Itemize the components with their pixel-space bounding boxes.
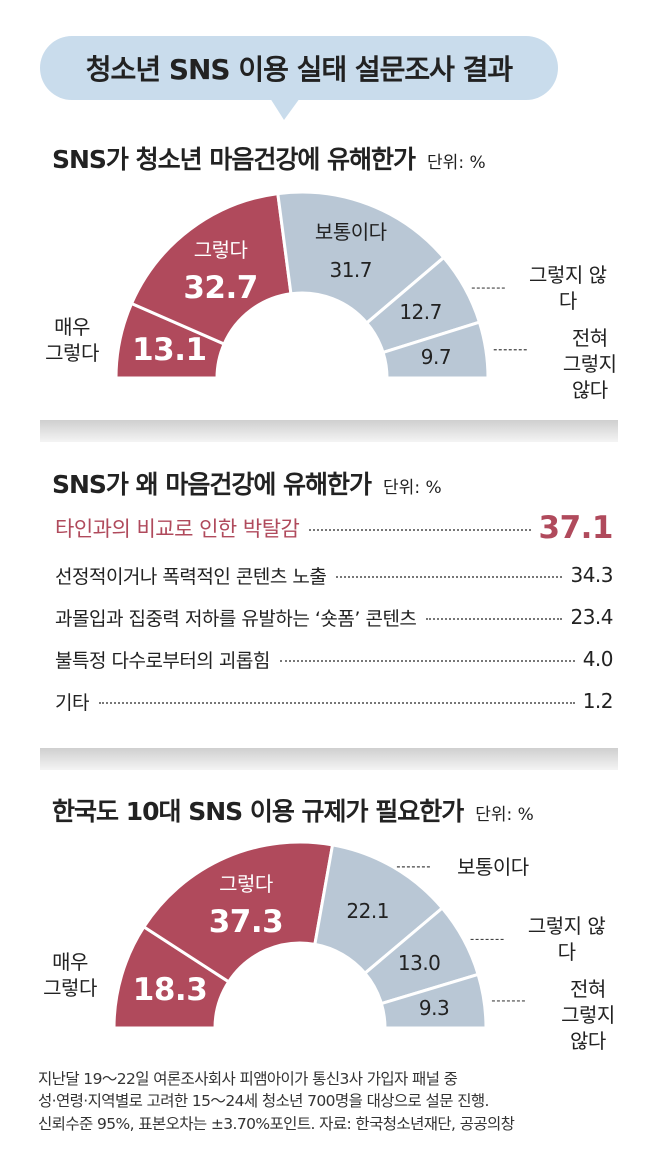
reason-row: 불특정 다수로부터의 괴롭힘 4.0: [55, 641, 614, 677]
donut-segment: [276, 190, 446, 326]
chart-title: SNS가 청소년 마음건강에 유해한가: [52, 145, 416, 174]
value-label: 37.3: [208, 903, 284, 940]
chart-title-block: 한국도 10대 SNS 이용 규제가 필요한가 단위: %: [52, 792, 534, 828]
main-title: 청소년 SNS 이용 실태 설문조사 결과: [40, 36, 558, 100]
unit: 단위: %: [427, 153, 486, 173]
footnote-line: 성·연령·지역별로 고려한 15～24세 청소년 700명을 대상으로 설문 진…: [38, 1092, 489, 1111]
category-label: 그렇다: [219, 871, 273, 896]
reason-value: 34.3: [570, 563, 613, 587]
chart-title-block: SNS가 청소년 마음건강에 유해한가 단위: %: [52, 140, 486, 176]
leader-dots: [98, 702, 575, 704]
value-label: 9.3: [418, 996, 450, 1021]
value-label: 13.1: [132, 332, 207, 369]
reason-label: 불특정 다수로부터의 괴롭힘: [55, 649, 270, 672]
reason-row: 선정적이거나 폭력적인 콘텐츠 노출 34.3: [55, 557, 613, 593]
value-label: 9.7: [420, 345, 452, 370]
reason-value: 23.4: [570, 605, 613, 629]
donut-segment: [379, 972, 488, 1030]
donut-segment: [381, 320, 490, 380]
reason-label: 과몰입과 집중력 저하를 유발하는 ‘숏폼’ 콘텐츠: [55, 607, 417, 630]
donut-chart: 18.3 매우 그렇다 그렇다 37.3 22.1 보통이다 13.0 그렇지 않다 9.3 전혀…: [0, 840, 658, 1053]
reason-row: 과몰입과 집중력 저하를 유발하는 ‘숏폼’ 콘텐츠 23.4: [55, 599, 613, 635]
donut-segment: [129, 191, 293, 346]
category-label: 보통이다: [314, 219, 387, 244]
leader-dots: [336, 576, 563, 578]
reason-value: 1.2: [582, 689, 614, 713]
value-label: 32.7: [183, 269, 258, 306]
chart-title: 한국도 10대 SNS 이용 규제가 필요한가: [52, 797, 464, 826]
reason-label: 선정적이거나 폭력적인 콘텐츠 노출: [55, 565, 327, 588]
unit: 단위: %: [383, 478, 442, 498]
category-label: 전혀 그렇지 않다: [561, 976, 615, 1053]
footnote-line: 지난달 19～22일 여론조사회사 피앰아이가 통신3사 가입자 패널 중: [38, 1070, 458, 1088]
unit: 단위: %: [475, 805, 534, 825]
leader-dots: [426, 618, 563, 620]
value-label: 31.7: [329, 257, 372, 282]
reason-label: 기타: [55, 691, 89, 714]
separator: [40, 748, 618, 770]
leader-dots: [309, 529, 531, 531]
value-label: 12.7: [399, 300, 442, 325]
reason-row: 기타 1.2: [55, 683, 614, 719]
value-label: 22.1: [346, 898, 389, 923]
value-label: 18.3: [132, 971, 208, 1008]
donut-segment: [141, 840, 335, 984]
leader-dots: [279, 660, 575, 662]
value-label: 13.0: [397, 951, 441, 976]
list-title-block: SNS가 왜 마음건강에 유해한가 단위: %: [52, 465, 442, 501]
donut-svg: [114, 190, 528, 380]
category-label: 그렇지 않다: [529, 263, 607, 314]
reason-row: 타인과의 비교로 인한 박탈감 37.1: [55, 510, 613, 546]
donut-svg: [112, 840, 526, 1030]
reason-value: 4.0: [582, 647, 614, 671]
list-title: SNS가 왜 마음건강에 유해한가: [52, 470, 372, 499]
reason-label: 타인과의 비교로 인한 박탈감: [55, 517, 300, 541]
donut-chart: 13.1 매우 그렇다 그렇다 32.7 보통이다 31.7 12.7 그렇지 않다 9.7 전혀…: [0, 190, 658, 402]
category-label: 그렇다: [193, 237, 248, 262]
footnote: 지난달 19～22일 여론조사회사 피앰아이가 통신3사 가입자 패널 중 성·…: [38, 1068, 638, 1135]
category-label: 그렇지 않다: [527, 914, 606, 965]
category-label: 매우 그렇다: [43, 950, 97, 1001]
category-label: 매우 그렇다: [45, 314, 99, 365]
separator: [40, 420, 618, 442]
reason-value: 37.1: [538, 510, 614, 546]
footnote-line: 신뢰수준 95%, 표본오차는 ±3.70%포인트. 자료: 한국청소년재단, …: [38, 1114, 515, 1133]
category-label: 보통이다: [457, 854, 529, 879]
category-label: 전혀 그렇지 않다: [562, 325, 617, 402]
bubble-tail: [270, 98, 300, 120]
